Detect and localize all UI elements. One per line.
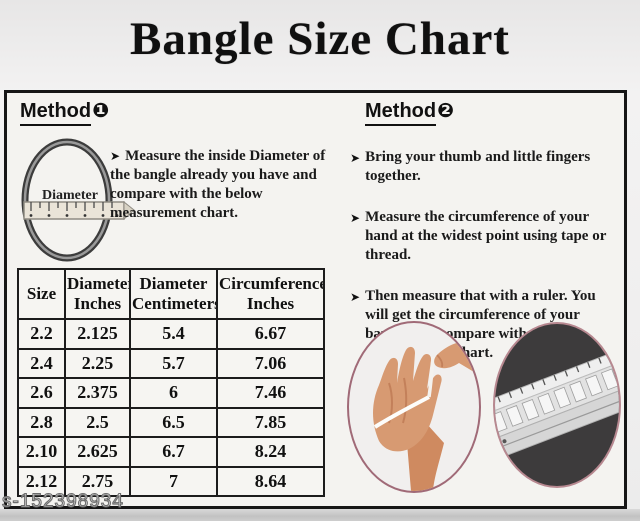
cell-size: 2.12 xyxy=(17,465,66,497)
cell-diameter-in: 2.5 xyxy=(64,406,131,438)
cell-diameter-cm: 6.5 xyxy=(129,406,218,438)
col-header-size: Size xyxy=(17,268,66,320)
cell-diameter-in: 2.25 xyxy=(64,347,131,379)
cell-size: 2.4 xyxy=(17,347,66,379)
cell-diameter-cm: 7 xyxy=(129,465,218,497)
table-row: 2.12 2.75 7 8.64 xyxy=(17,465,325,497)
number-two-circle-icon: ❷ xyxy=(437,98,455,122)
method2-step-text: Measure the circumference of your hand a… xyxy=(365,209,607,263)
arrow-bullet-icon: ➤ xyxy=(350,290,361,304)
cell-circumference-in: 7.46 xyxy=(216,377,325,409)
page-title: Bangle Size Chart xyxy=(130,13,510,65)
cell-diameter-cm: 5.7 xyxy=(129,347,218,379)
hands-measuring-with-thread-photo xyxy=(347,321,481,493)
diameter-label: Diameter xyxy=(42,188,98,203)
arrow-bullet-icon: ➤ xyxy=(110,149,121,163)
number-one-circle-icon: ❶ xyxy=(92,98,110,122)
cell-circumference-in: 8.24 xyxy=(216,436,325,468)
col-header-diameter-centimeters: Diameter Centimeters xyxy=(129,268,218,320)
hands-with-thread-icon xyxy=(373,340,479,491)
cell-circumference-in: 6.67 xyxy=(216,318,325,350)
content-box: Method❶ Method❷ Diameter xyxy=(4,90,627,509)
cell-size: 2.8 xyxy=(17,406,66,438)
table-row: 2.10 2.625 6.7 8.24 xyxy=(17,436,325,468)
bangle-with-ruler-icon: Diameter xyxy=(21,138,135,262)
method2-steps-list: ➤ Bring your thumb and little fingers to… xyxy=(350,148,618,363)
size-chart-table: Size Diameter Inches Diameter Centimeter… xyxy=(17,268,325,497)
method2-heading-word: Method xyxy=(365,100,437,126)
arrow-bullet-icon: ➤ xyxy=(350,211,361,225)
bottom-edge-strip xyxy=(0,509,640,521)
method2-step: ➤ Measure the circumference of your hand… xyxy=(350,208,618,265)
method1-heading-word: Method xyxy=(20,100,92,126)
cell-size: 2.6 xyxy=(17,377,66,409)
cell-diameter-in: 2.125 xyxy=(64,318,131,350)
watermark: s-152398934 xyxy=(1,490,124,512)
cell-size: 2.2 xyxy=(17,318,66,350)
cell-diameter-in: 2.375 xyxy=(64,377,131,409)
method2-step: ➤ Bring your thumb and little fingers to… xyxy=(350,148,618,186)
cell-circumference-in: 8.64 xyxy=(216,465,325,497)
cell-size: 2.10 xyxy=(17,436,66,468)
method2-step: ➤ Then measure that with a ruler. You wi… xyxy=(350,287,618,363)
table-row: 2.6 2.375 6 7.46 xyxy=(17,377,325,409)
cell-circumference-in: 7.06 xyxy=(216,347,325,379)
cell-diameter-in: 2.625 xyxy=(64,436,131,468)
cell-circumference-in: 7.85 xyxy=(216,406,325,438)
table-row: 2.4 2.25 5.7 7.06 xyxy=(17,347,325,379)
method2-step-text: Bring your thumb and little fingers toge… xyxy=(365,149,591,184)
col-header-circumference-inches: Circumference Inches xyxy=(216,268,325,320)
method1-instruction: ➤ Measure the inside Diameter of the bang… xyxy=(110,147,338,223)
ruler-icon xyxy=(23,200,135,221)
method1-heading: Method❶ xyxy=(20,98,109,126)
table-row: 2.8 2.5 6.5 7.85 xyxy=(17,406,325,438)
arrow-bullet-icon: ➤ xyxy=(350,151,361,165)
ruler-photo xyxy=(493,322,621,488)
cell-diameter-cm: 5.4 xyxy=(129,318,218,350)
table-row: 2.2 2.125 5.4 6.67 xyxy=(17,318,325,350)
cell-diameter-cm: 6.7 xyxy=(129,436,218,468)
cell-diameter-cm: 6 xyxy=(129,377,218,409)
method1-instruction-text: Measure the inside Diameter of the bangl… xyxy=(110,148,326,221)
col-header-diameter-inches: Diameter Inches xyxy=(64,268,131,320)
cell-diameter-in: 2.75 xyxy=(64,465,131,497)
ruler-icon xyxy=(495,351,619,459)
method2-heading: Method❷ xyxy=(365,98,454,126)
table-header-row: Size Diameter Inches Diameter Centimeter… xyxy=(17,268,325,320)
